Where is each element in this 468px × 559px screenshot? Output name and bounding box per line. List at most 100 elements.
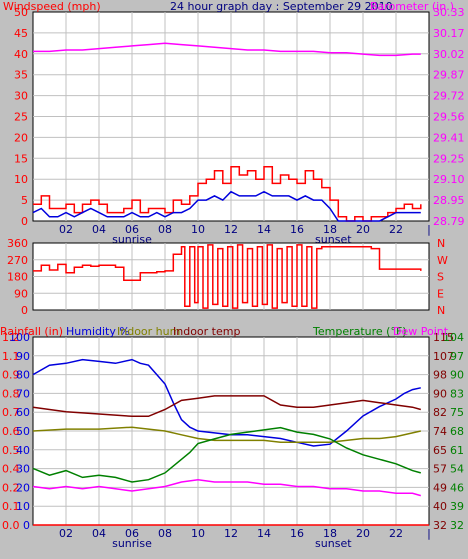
- windspeed-tick: 0: [21, 215, 28, 228]
- rainfall-tick: 0.7: [2, 406, 20, 419]
- indoor-temp-line: [32, 395, 422, 418]
- temp-time-axis-ticks: 02 04 06 08 10 12 14 16 18 20 22 | sunrise sunset: [59, 527, 431, 550]
- time-tick-label: 20: [356, 527, 370, 540]
- humidity-axis-label: Humidity %: [66, 325, 130, 338]
- direction-tick: 180: [7, 271, 28, 284]
- direction-tick: 270: [7, 254, 28, 267]
- barometer-tick: 29.72: [433, 90, 465, 103]
- time-tick-label: 14: [257, 527, 271, 540]
- time-tick-label: 10: [191, 527, 205, 540]
- dewpoint-axis-ticks: 104 97 90 83 75 68 61 54 46 39 32: [443, 331, 464, 532]
- dewpoint-axis-label: Dew Point: [393, 325, 449, 338]
- humidity-line: [32, 358, 421, 447]
- temp-grid: [33, 337, 429, 525]
- humidity-tick: 10: [16, 500, 30, 513]
- humidity-tick: 0: [23, 519, 30, 532]
- dew-point-line: [32, 478, 422, 497]
- rainfall-axis-label: Rainfall (in): [0, 325, 63, 338]
- barometer-tick: 29.56: [433, 111, 465, 124]
- direction-tick: 90: [14, 287, 28, 300]
- temp-series: [32, 358, 429, 526]
- temperature-tick: 90: [433, 387, 447, 400]
- windspeed-tick: 5: [21, 194, 28, 207]
- windspeed-tick: 50: [14, 6, 28, 19]
- direction-series: [33, 244, 422, 309]
- windspeed-tick: 10: [14, 173, 28, 186]
- humidity-tick: 60: [16, 406, 30, 419]
- rainfall-tick: 0.9: [2, 369, 20, 382]
- windspeed-average-line: [32, 190, 421, 222]
- time-tick-label: 08: [158, 223, 172, 236]
- time-tick-label: 02: [59, 527, 73, 540]
- wind-grid: [33, 12, 429, 221]
- barometer-tick: 29.41: [433, 131, 465, 144]
- temperature-tick: 107: [433, 350, 454, 363]
- time-tick-label: 22: [389, 527, 403, 540]
- time-tick-label: 18: [323, 223, 337, 236]
- time-tick-label: |: [427, 527, 431, 540]
- dewpoint-tick: 83: [450, 387, 464, 400]
- rainfall-tick: 0.0: [2, 519, 20, 532]
- barometer-tick: 30.02: [433, 48, 465, 61]
- barometer-tick: 28.95: [433, 194, 465, 207]
- dewpoint-tick: 104: [443, 331, 464, 344]
- windspeed-tick: 20: [14, 131, 28, 144]
- time-tick-label: 12: [224, 223, 238, 236]
- temperature-axis-label: Temperature (°F): [312, 325, 407, 338]
- time-tick-label: 04: [92, 223, 106, 236]
- temperature-tick: 98: [433, 369, 447, 382]
- compass-tick: W: [437, 254, 448, 267]
- time-tick-label: 04: [92, 527, 106, 540]
- sunrise-marker: sunrise: [112, 537, 152, 550]
- direction-degree-ticks: 360 270 180 90 0: [7, 237, 28, 317]
- temperature-tick: 40: [433, 500, 447, 513]
- humidity-tick: 90: [16, 350, 30, 363]
- temperature-f-line: [32, 426, 422, 483]
- humidity-tick: 30: [16, 463, 30, 476]
- barometer-tick: 29.25: [433, 152, 465, 165]
- humidity-tick: 100: [9, 331, 30, 344]
- rainfall-tick: 0.5: [2, 444, 20, 457]
- humidity-tick: 40: [16, 444, 30, 457]
- dewpoint-tick: 90: [450, 369, 464, 382]
- windspeed-tick: 15: [14, 152, 28, 165]
- rainfall-tick: 0.2: [2, 481, 20, 494]
- barometer-line: [33, 42, 421, 57]
- dewpoint-tick: 75: [450, 406, 464, 419]
- time-tick-label: 06: [125, 223, 139, 236]
- time-tick-label: 20: [356, 223, 370, 236]
- barometer-axis-label: Barometer (in.): [370, 0, 454, 13]
- time-tick-label: 18: [323, 527, 337, 540]
- graph-title: 24 hour graph day : September 29 2010: [170, 0, 393, 13]
- direction-tick: 360: [7, 237, 28, 250]
- windspeed-axis-label: Windspeed (mph): [3, 0, 101, 13]
- time-tick-label: 22: [389, 223, 403, 236]
- windspeed-gust-line: [33, 165, 422, 222]
- temperature-tick: 74: [433, 425, 447, 438]
- windspeed-tick: 40: [14, 48, 28, 61]
- windspeed-tick: 35: [14, 69, 28, 82]
- rainfall-tick: 1.1: [2, 350, 20, 363]
- barometer-axis-ticks: 30.33 30.17 30.02 29.87 29.72 29.56 29.41 29.25…: [433, 6, 465, 228]
- time-tick-label: |: [427, 223, 431, 236]
- dewpoint-tick: 32: [450, 519, 464, 532]
- humidity-tick: 70: [16, 387, 30, 400]
- barometer-tick: 30.17: [433, 27, 465, 40]
- temperature-tick: 65: [433, 444, 447, 457]
- compass-tick: N: [437, 237, 445, 250]
- humidity-tick: 50: [16, 425, 30, 438]
- dewpoint-tick: 54: [450, 463, 464, 476]
- humidity-tick: 80: [16, 369, 30, 382]
- barometer-tick: 29.10: [433, 173, 465, 186]
- windspeed-tick: 45: [14, 27, 28, 40]
- time-tick-label: 02: [59, 223, 73, 236]
- windspeed-tick: 25: [14, 111, 28, 124]
- temperature-tick: 115: [433, 331, 454, 344]
- time-tick-label: 06: [125, 527, 139, 540]
- compass-tick: S: [437, 271, 444, 284]
- wind-series: [32, 42, 422, 222]
